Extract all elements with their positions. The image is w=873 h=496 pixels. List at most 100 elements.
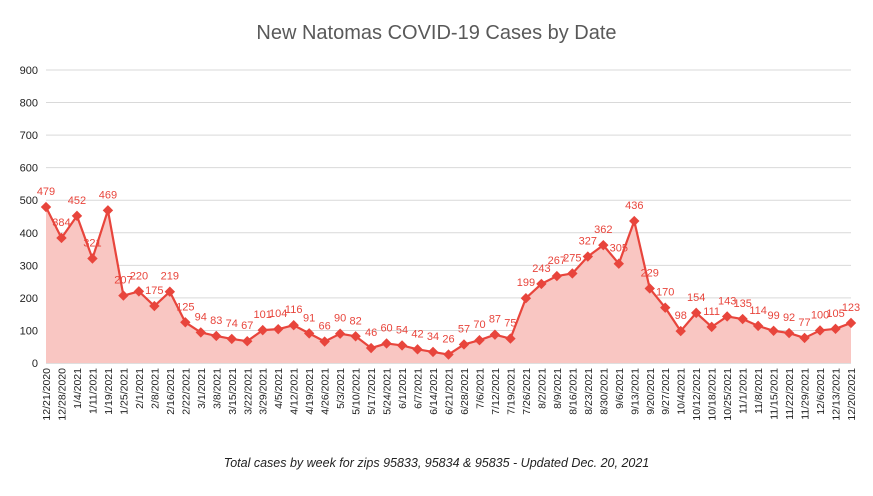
data-point — [830, 323, 841, 335]
x-tick-label: 9/27/2021 — [660, 368, 672, 415]
data-label: 143 — [718, 295, 736, 307]
x-tick-label: 2/1/2021 — [134, 368, 146, 409]
x-tick-label: 12/28/2020 — [56, 368, 68, 421]
data-point — [102, 205, 114, 216]
x-tick-label: 10/12/2021 — [691, 368, 703, 421]
x-tick-label: 1/19/2021 — [103, 368, 115, 415]
data-label: 243 — [532, 263, 550, 275]
x-axis-tick-labels: 12/21/2020 12/28/2020 1/4/2021 1/11/2021 1/1… — [41, 368, 858, 421]
x-tick-label: 6/14/2021 — [428, 368, 440, 415]
x-tick-label: 3/29/2021 — [258, 368, 270, 415]
y-tick-label: 700 — [20, 130, 38, 142]
data-point — [273, 323, 284, 335]
x-tick-label: 8/16/2021 — [567, 368, 579, 415]
x-tick-label: 12/13/2021 — [831, 368, 843, 421]
data-point — [675, 325, 686, 337]
x-tick-label: 11/8/2021 — [753, 368, 765, 414]
x-tick-label: 5/3/2021 — [335, 368, 347, 409]
data-label: 111 — [703, 306, 720, 318]
data-label: 70 — [473, 319, 485, 331]
x-tick-label: 6/7/2021 — [413, 368, 425, 409]
data-point — [536, 278, 547, 290]
x-tick-label: 11/15/2021 — [769, 368, 781, 420]
x-tick-label: 2/22/2021 — [180, 368, 192, 415]
data-point — [690, 307, 702, 319]
data-label: 105 — [826, 308, 844, 320]
data-point — [551, 270, 563, 282]
data-label: 67 — [241, 320, 253, 332]
data-point — [396, 340, 408, 351]
data-point — [721, 311, 733, 322]
x-tick-label: 5/10/2021 — [351, 368, 363, 415]
x-tick-label: 1/11/2021 — [87, 368, 99, 414]
x-tick-label: 6/28/2021 — [459, 368, 471, 415]
data-label: 100 — [811, 309, 829, 321]
data-point — [303, 328, 315, 339]
y-tick-label: 300 — [20, 260, 38, 272]
data-label: 116 — [285, 304, 303, 316]
data-label: 229 — [641, 267, 659, 279]
x-tick-label: 8/9/2021 — [552, 368, 564, 409]
data-point — [56, 232, 67, 244]
x-tick-label: 3/15/2021 — [227, 368, 239, 415]
data-point — [613, 258, 624, 269]
data-point — [814, 325, 826, 336]
x-tick-label: 4/19/2021 — [304, 368, 316, 415]
data-point — [768, 325, 779, 336]
y-tick-label: 900 — [20, 65, 38, 77]
data-label: 479 — [37, 186, 55, 198]
x-tick-label: 6/1/2021 — [397, 368, 409, 409]
data-point — [195, 327, 207, 338]
data-label: 87 — [489, 314, 501, 326]
x-tick-label: 7/26/2021 — [521, 368, 533, 415]
data-point — [180, 317, 191, 328]
data-label: 199 — [517, 277, 535, 289]
chart-caption: Total cases by week for zips 95833, 9583… — [223, 456, 650, 470]
data-label: 114 — [749, 305, 767, 317]
data-point-markers — [40, 201, 857, 360]
y-tick-label: 400 — [20, 228, 38, 240]
data-point — [40, 201, 52, 213]
data-label: 54 — [396, 324, 408, 336]
x-tick-label: 12/20/2021 — [846, 368, 858, 421]
data-label: 77 — [798, 317, 810, 329]
data-label: 154 — [687, 292, 705, 304]
data-label: 220 — [130, 270, 148, 282]
y-axis-tick-labels: 0 100 200 300 400 500 600 700 800 900 — [20, 65, 38, 370]
data-point — [381, 338, 392, 349]
data-label: 362 — [594, 224, 612, 236]
data-point — [149, 300, 160, 312]
data-label: 94 — [195, 311, 207, 323]
data-label: 452 — [68, 195, 86, 207]
data-point — [242, 335, 253, 347]
data-label: 83 — [210, 315, 222, 327]
data-label: 327 — [579, 236, 597, 248]
data-point — [489, 329, 501, 340]
x-tick-label: 12/21/2020 — [41, 368, 53, 421]
data-label: 219 — [161, 271, 179, 283]
data-point — [706, 321, 717, 333]
data-label: 104 — [269, 308, 287, 320]
data-point — [350, 331, 361, 342]
data-point — [288, 320, 299, 331]
area-fill — [46, 207, 851, 363]
data-point — [211, 330, 222, 342]
data-label: 46 — [365, 327, 377, 339]
data-label: 275 — [563, 252, 581, 264]
data-label: 135 — [733, 298, 751, 310]
x-tick-label: 7/6/2021 — [474, 368, 486, 409]
x-tick-label: 2/16/2021 — [165, 368, 177, 415]
x-tick-label: 9/6/2021 — [614, 368, 626, 409]
y-tick-label: 100 — [20, 325, 38, 337]
data-point — [505, 333, 516, 344]
data-label: 91 — [303, 312, 315, 324]
data-point — [87, 253, 98, 264]
data-label: 26 — [442, 334, 454, 346]
data-label: 321 — [83, 237, 101, 249]
y-tick-label: 0 — [32, 358, 38, 370]
x-tick-label: 6/21/2021 — [444, 368, 456, 415]
x-tick-label: 1/25/2021 — [118, 368, 130, 415]
data-point — [644, 283, 655, 294]
data-label: 170 — [656, 287, 674, 299]
